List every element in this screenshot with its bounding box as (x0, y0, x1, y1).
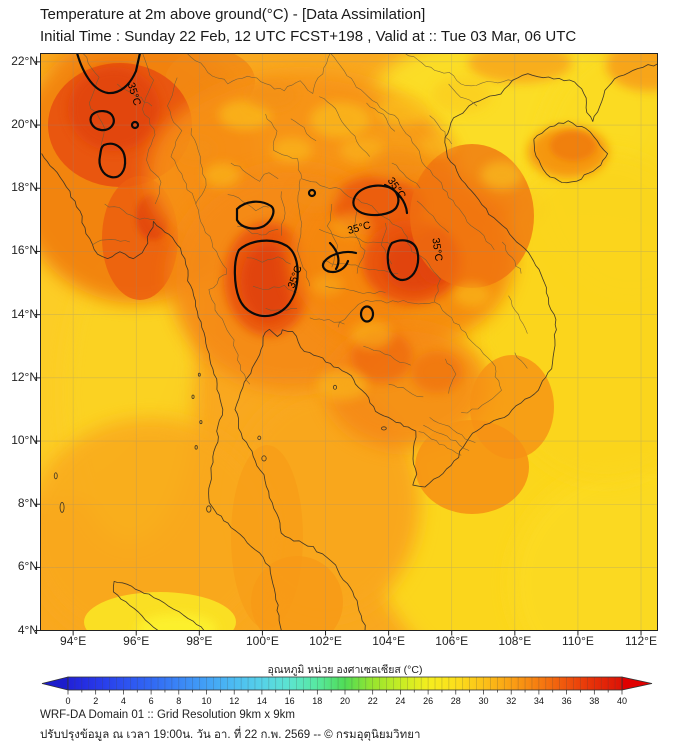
colorbar-segments (74, 677, 616, 690)
colorbar-tick-label: 24 (395, 696, 405, 706)
colorbar-tick-label: 14 (257, 696, 267, 706)
figure-subtitle: Initial Time : Sunday 22 Feb, 12 UTC FCS… (40, 28, 577, 45)
colorbar-tick-label: 26 (423, 696, 433, 706)
footer-domain-info: WRF-DA Domain 01 :: Grid Resolution 9km … (40, 709, 295, 721)
contour-label-35c: 35°C (429, 237, 444, 262)
y-tick-label: 22°N (11, 53, 38, 68)
colorbar-tick-label: 6 (149, 696, 154, 706)
x-tick-label: 106°E (435, 634, 469, 648)
colorbar-tick-label: 22 (368, 696, 378, 706)
x-tick-label: 104°E (372, 634, 406, 648)
contour-label-35c: 35°C (346, 219, 372, 237)
colorbar-arrow-right (621, 676, 653, 691)
colorbar-tick-label: 2 (93, 696, 98, 706)
colorbar-tick-label: 18 (312, 696, 322, 706)
colorbar-tick-labels: 0 2 4 6 8 10 12 14 16 18 20 22 24 26 28 30 32 34 36 38 40 (65, 696, 627, 706)
y-tick-label: 18°N (11, 180, 38, 195)
colorbar-tick-label: 4 (121, 696, 126, 706)
colorbar-tick-label: 20 (340, 696, 350, 706)
x-tick-label: 112°E (625, 634, 657, 648)
x-tick-label: 100°E (246, 634, 279, 648)
x-tick-label: 94°E (60, 634, 87, 648)
x-tick-label: 110°E (561, 634, 594, 648)
colorbar-ticks (67, 690, 623, 695)
y-tick-label: 10°N (11, 433, 38, 448)
x-tick-label: 108°E (498, 634, 532, 648)
map-frame (40, 53, 658, 631)
y-tick-label: 20°N (11, 117, 38, 132)
colorbar-tick-label: 30 (478, 696, 488, 706)
map-layers: 35°C35°C35°C35°C35°C (40, 53, 658, 631)
province-borders (82, 53, 528, 456)
x-tick-label: 102°E (309, 634, 342, 648)
colorbar-tick-label: 10 (201, 696, 211, 706)
y-tick-label: 8°N (17, 496, 38, 511)
colorbar-gradient (68, 677, 622, 690)
colorbar-tick-label: 16 (285, 696, 295, 706)
y-tick-label: 12°N (11, 369, 38, 384)
grid-lines (40, 53, 658, 631)
colorbar: 0 2 4 6 8 10 12 14 16 18 20 22 24 26 28 30 32 34 36 38 40 (41, 676, 653, 706)
colorbar-tick-label: 32 (506, 696, 516, 706)
colorbar-tick-label: 28 (451, 696, 461, 706)
x-tick-label: 96°E (123, 634, 150, 648)
colorbar-tick-label: 12 (229, 696, 239, 706)
axis-ticks (35, 61, 642, 636)
colorbar-label: อุณหภูมิ หน่วย องศาเซลเซียส (°C) (267, 664, 423, 676)
y-tick-label: 6°N (17, 559, 38, 574)
map-panel: 35°C 35°C 35°C 35°C 35°C 22°N 20°N 18°N 16°N 14°… (11, 53, 658, 648)
colorbar-tick-label: 38 (589, 696, 599, 706)
temperature-map: 35°C35°C35°C35°C35°C (35, 53, 658, 636)
coastlines (41, 63, 658, 631)
figure-title: Temperature at 2m above ground(°C) - [Da… (40, 6, 426, 23)
y-tick-label: 16°N (11, 243, 38, 258)
footer-update-info: ปรับปรุงข้อมูล ณ เวลา 19:00น. วัน อา. ที… (40, 729, 421, 741)
colorbar-tick-label: 34 (534, 696, 544, 706)
y-tick-label: 14°N (11, 306, 38, 321)
x-tick-label: 98°E (186, 634, 213, 648)
y-tick-label: 4°N (17, 622, 38, 637)
contour-lines-35c (75, 53, 420, 323)
colorbar-tick-label: 36 (562, 696, 572, 706)
colorbar-tick-label: 0 (65, 696, 70, 706)
colorbar-tick-label: 40 (617, 696, 627, 706)
colorbar-arrow-left (41, 676, 69, 691)
colorbar-tick-label: 8 (176, 696, 181, 706)
